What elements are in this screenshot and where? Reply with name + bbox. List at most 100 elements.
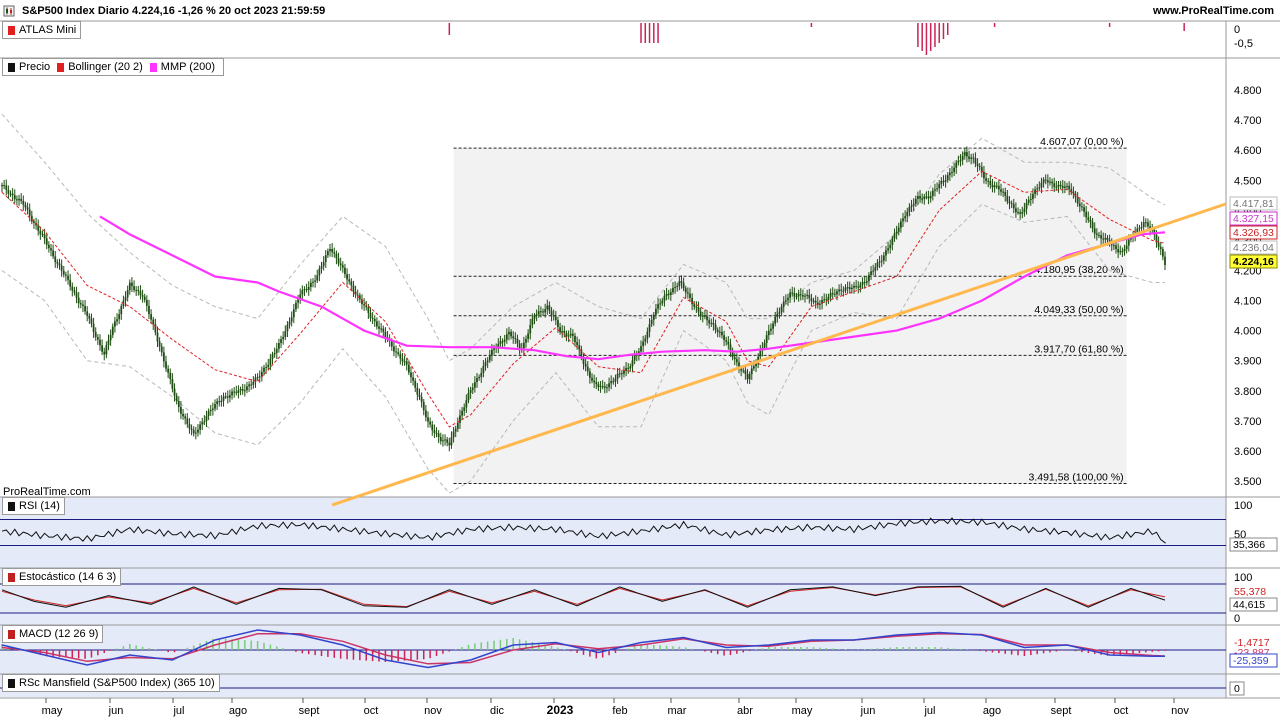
candle-body xyxy=(682,282,685,289)
candle-body xyxy=(976,163,979,167)
candle-body xyxy=(966,152,968,157)
candle-body xyxy=(823,299,826,301)
candle-body xyxy=(260,371,263,377)
candle-body xyxy=(627,367,630,369)
candle-body xyxy=(912,203,915,206)
candle-body xyxy=(951,171,953,173)
candle-body xyxy=(120,306,123,315)
candle-body xyxy=(885,250,887,256)
candle-body xyxy=(282,336,285,340)
candle-body xyxy=(395,351,397,353)
candle-body xyxy=(493,348,495,350)
candle-body xyxy=(689,293,691,298)
candle-body xyxy=(721,331,723,336)
candle-body xyxy=(1019,212,1022,214)
candle-body xyxy=(878,261,881,263)
legend-bollinger-item[interactable]: Bollinger (20 2) xyxy=(54,59,143,75)
legend-sma-item[interactable]: MMP (200) xyxy=(147,59,215,75)
candle-body xyxy=(874,267,877,271)
site-url[interactable]: www.ProRealTime.com xyxy=(1152,5,1274,17)
candle-body xyxy=(563,331,566,334)
candle-body xyxy=(1144,222,1147,224)
candle-body xyxy=(380,328,383,330)
candle-body xyxy=(1006,195,1009,202)
candle-body xyxy=(148,305,150,315)
candle-body xyxy=(344,267,346,275)
candle-body xyxy=(861,282,864,285)
candle-body xyxy=(665,293,668,296)
candle-body xyxy=(868,274,870,282)
candle-body xyxy=(384,331,387,338)
candle-body xyxy=(559,327,561,332)
candle-body xyxy=(295,302,297,310)
fibonacci-level-label: 4.607,07 (0,00 %) xyxy=(1040,136,1123,148)
candle-body xyxy=(333,252,336,254)
legend-rsc[interactable]: RSc Mansfield (S&P500 Index) (365 10) xyxy=(2,674,220,692)
candle-body xyxy=(1081,206,1083,208)
candle-body xyxy=(442,440,444,442)
candle-body xyxy=(107,340,110,346)
sma200-line xyxy=(99,215,1166,361)
candle-body xyxy=(552,315,555,317)
candle-body xyxy=(778,312,781,314)
candle-body xyxy=(459,415,461,423)
rsi-swatch-icon xyxy=(8,501,15,511)
candle-body xyxy=(533,315,536,319)
candle-body xyxy=(704,315,706,317)
candle-body xyxy=(676,285,679,287)
legend-macd[interactable]: MACD (12 26 9) xyxy=(2,625,104,643)
chart-title: S&P500 Index Diario 4.224,16 -1,26 % 20 … xyxy=(22,5,326,17)
x-axis-label: may xyxy=(792,705,813,717)
candle-body xyxy=(329,249,331,252)
price-label-box xyxy=(1229,254,1278,269)
candle-body xyxy=(746,373,749,380)
candle-body xyxy=(744,370,747,374)
candle-body xyxy=(1125,245,1128,250)
candle-body xyxy=(842,290,845,292)
candle-body xyxy=(16,199,18,201)
candle-body xyxy=(557,320,559,328)
candle-body xyxy=(275,348,278,353)
legend-rsi[interactable]: RSI (14) xyxy=(2,497,65,515)
candle-body xyxy=(955,162,958,168)
candle-body xyxy=(433,430,436,433)
candle-body xyxy=(322,262,325,267)
candle-body xyxy=(586,366,589,372)
candle-body xyxy=(855,285,858,287)
candle-body xyxy=(1087,217,1090,220)
price-axis-tick: 4.700 xyxy=(1234,115,1262,127)
price-axis-tick: 3.600 xyxy=(1234,446,1262,458)
legend-price[interactable]: Precio Bollinger (20 2) MMP (200) xyxy=(2,58,224,76)
candle-body xyxy=(456,422,459,429)
candle-body xyxy=(616,373,619,379)
legend-price-item[interactable]: Precio xyxy=(5,59,50,75)
candle-body xyxy=(588,371,591,378)
candle-body xyxy=(52,250,55,257)
candle-body xyxy=(209,409,212,412)
candle-body xyxy=(150,314,153,320)
candle-body xyxy=(906,211,909,217)
candle-body xyxy=(378,326,380,329)
rsc-value-box xyxy=(1229,681,1245,696)
candle-body xyxy=(399,353,402,359)
candle-body xyxy=(390,340,393,347)
candle-body xyxy=(1021,212,1024,214)
candle-body xyxy=(84,305,86,312)
candle-body xyxy=(767,330,770,336)
legend-atlas[interactable]: ATLAS Mini xyxy=(2,21,82,39)
candle-body xyxy=(103,351,106,355)
x-axis-label: may xyxy=(42,705,63,717)
x-axis-label: dic xyxy=(490,705,505,717)
candle-body xyxy=(1119,251,1122,253)
candle-body xyxy=(250,384,253,386)
macd-value-bottom: -25,359 xyxy=(1233,655,1269,667)
x-axis-label: jun xyxy=(860,705,876,717)
x-axis-label: oct xyxy=(364,705,379,717)
candle-body xyxy=(165,361,167,369)
legend-stochastic[interactable]: Estocástico (14 6 3) xyxy=(2,568,122,586)
macd-value-top: -1,4717 xyxy=(1234,637,1270,649)
candle-body xyxy=(661,300,664,304)
candle-body xyxy=(465,400,468,408)
indicator-panels-background xyxy=(0,497,1226,697)
